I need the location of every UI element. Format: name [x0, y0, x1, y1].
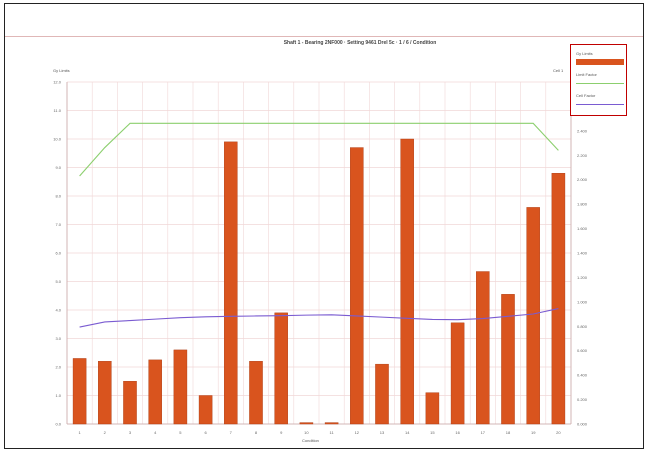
y-left-tick-label: 3.0 [55, 336, 61, 341]
x-tick-label: 9 [280, 430, 283, 435]
bar [425, 392, 440, 425]
legend-label-cell: Cell Factor [576, 93, 596, 98]
y-right-tick-label: 0.600 [577, 348, 588, 353]
legend-swatch-limit [576, 83, 624, 84]
bar [249, 361, 263, 425]
legend-swatch-cell [576, 104, 624, 105]
x-tick-label: 5 [179, 430, 182, 435]
y-left-tick-label: 12.0 [53, 80, 62, 85]
bar [72, 358, 87, 425]
y-axis-left-title: Gy Limits [53, 68, 70, 73]
x-tick-label: 1 [78, 430, 81, 435]
bar [551, 172, 566, 425]
y-right-tick-label: 1.400 [577, 251, 588, 256]
x-tick-label: 17 [481, 430, 486, 435]
x-tick-label: 15 [430, 430, 435, 435]
x-tick-label: 16 [455, 430, 460, 435]
y-left-tick-label: 10.0 [53, 137, 62, 142]
bar [274, 312, 288, 425]
y-left-tick-label: 2.0 [55, 365, 61, 370]
x-tick-label: 7 [230, 430, 233, 435]
x-tick-label: 6 [204, 430, 207, 435]
y-left-tick-label: 5.0 [55, 279, 61, 284]
bar [350, 147, 364, 425]
bar [148, 359, 162, 425]
header-divider [5, 36, 643, 37]
legend-label-bars: Gy Limits [576, 51, 593, 56]
bar [123, 381, 137, 425]
legend-item-limit: Limit Factor [576, 72, 624, 88]
x-tick-label: 2 [104, 430, 107, 435]
x-tick-label: 13 [380, 430, 385, 435]
x-tick-label: 3 [129, 430, 132, 435]
y-right-tick-label: 1.200 [577, 275, 588, 280]
bar [299, 422, 314, 425]
y-left-tick-label: 7.0 [55, 222, 61, 227]
x-axis-title: Condition [302, 438, 319, 443]
y-right-tick-label: 2.200 [577, 153, 588, 158]
bar [324, 422, 339, 425]
bar [476, 271, 490, 425]
x-tick-label: 19 [531, 430, 536, 435]
legend-item-bars: Gy Limits [576, 51, 624, 67]
y-right-tick-label: 1.800 [577, 202, 588, 207]
bar [224, 141, 238, 425]
y-right-tick-label: 2.400 [577, 128, 588, 133]
legend-item-cell: Cell Factor [576, 93, 624, 109]
chart-title: Shaft 1 - Bearing 2NF000 · Setting 9461 … [283, 40, 437, 46]
x-tick-label: 12 [355, 430, 360, 435]
bar [173, 349, 188, 425]
y-right-tick-label: 0.400 [577, 373, 588, 378]
bar [450, 322, 465, 425]
y-left-tick-label: 9.0 [55, 165, 61, 170]
bar [375, 363, 389, 425]
legend-label-limit: Limit Factor [576, 72, 597, 77]
x-tick-label: 18 [506, 430, 511, 435]
y-axis-right-title: Cell 1 [553, 68, 564, 73]
bar [501, 294, 515, 425]
y-left-tick-label: 0.0 [55, 422, 61, 427]
y-right-tick-label: 2.000 [577, 177, 588, 182]
x-tick-label: 8 [255, 430, 258, 435]
bar [98, 361, 112, 425]
y-right-tick-label: 0.200 [577, 397, 588, 402]
bar [400, 138, 414, 425]
x-tick-label: 4 [154, 430, 157, 435]
y-right-tick-label: 1.000 [577, 299, 588, 304]
y-right-tick-label: 0.000 [577, 422, 588, 427]
x-tick-label: 10 [304, 430, 309, 435]
x-tick-label: 14 [405, 430, 410, 435]
x-tick-label: 20 [556, 430, 561, 435]
y-left-tick-label: 11.0 [54, 108, 62, 113]
y-right-tick-label: 0.800 [577, 324, 588, 329]
x-tick-label: 11 [330, 430, 335, 435]
y-left-tick-label: 4.0 [55, 308, 61, 313]
legend-swatch-bars [576, 59, 624, 65]
line-limit-factor [79, 122, 559, 177]
legend: Gy Limits Limit Factor Cell Factor [570, 44, 627, 116]
bar [198, 395, 213, 425]
y-right-tick-label: 1.600 [577, 226, 588, 231]
y-left-tick-label: 8.0 [55, 194, 61, 199]
bar [526, 207, 540, 425]
line-cell-factor [79, 308, 559, 328]
y-left-tick-label: 1.0 [55, 393, 61, 398]
y-left-tick-label: 6.0 [55, 251, 61, 256]
